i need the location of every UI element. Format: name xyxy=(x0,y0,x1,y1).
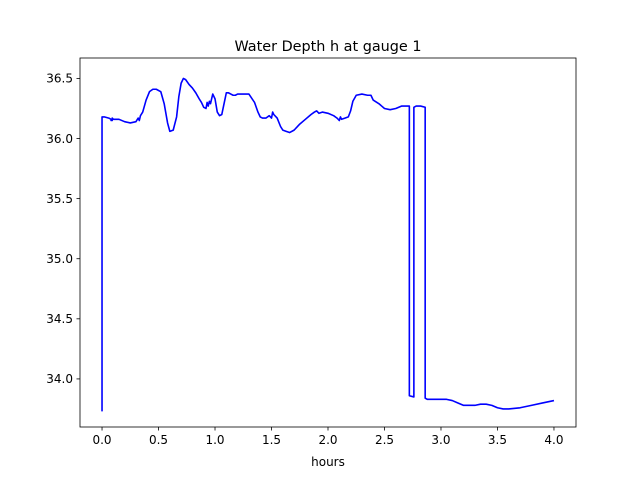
x-tick-label: 2.0 xyxy=(318,433,337,447)
y-tick-label: 36.5 xyxy=(46,72,73,86)
x-tick-label: 1.0 xyxy=(205,433,224,447)
x-tick-label: 2.5 xyxy=(375,433,394,447)
y-tick-label: 34.0 xyxy=(46,372,73,386)
x-tick-label: 0.5 xyxy=(149,433,168,447)
y-tick-label: 36.0 xyxy=(46,132,73,146)
chart-title: Water Depth h at gauge 1 xyxy=(234,39,421,55)
y-tick-label: 34.5 xyxy=(46,312,73,326)
x-tick-label: 3.0 xyxy=(431,433,450,447)
y-tick-label: 35.0 xyxy=(46,252,73,266)
axis-ticks: 0.0 0.5 1.0 1.5 2.0 2.5 3.0 3.5 4.0 34.0 34.5 35.0 3… xyxy=(46,72,563,447)
x-axis-label: hours xyxy=(311,455,345,469)
y-tick-label: 35.5 xyxy=(46,192,73,206)
x-tick-label: 0.0 xyxy=(92,433,111,447)
plot-area xyxy=(101,77,555,412)
plot-frame xyxy=(79,57,577,428)
x-tick-label: 3.5 xyxy=(488,433,507,447)
x-tick-label: 4.0 xyxy=(544,433,563,447)
x-tick-label: 1.5 xyxy=(262,433,281,447)
series-line-water-depth xyxy=(101,77,555,412)
